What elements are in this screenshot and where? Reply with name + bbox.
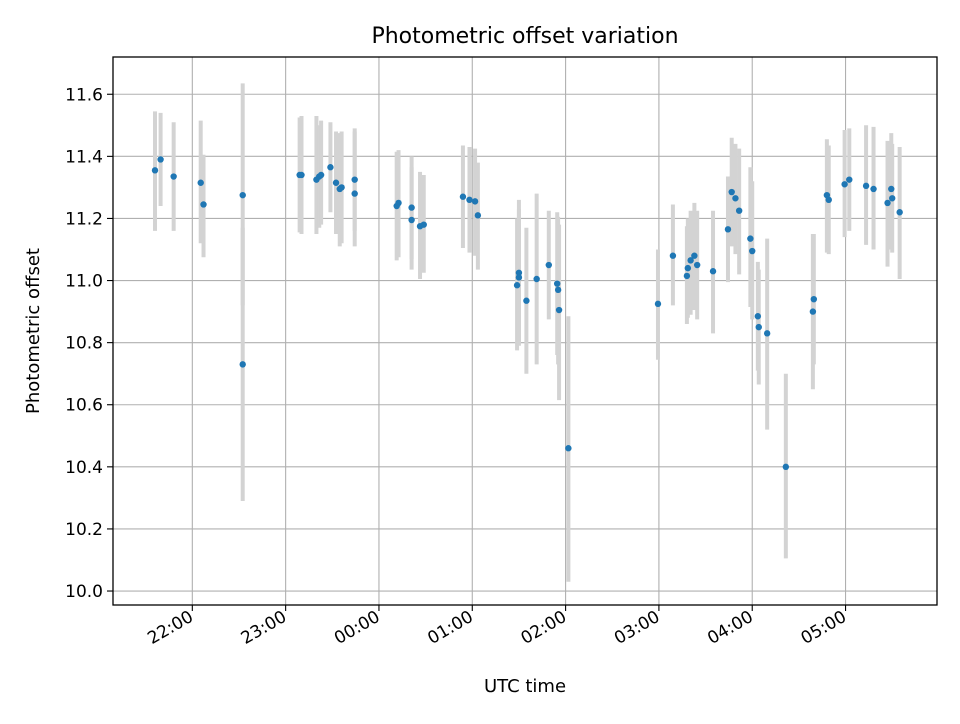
data-point-8 [298, 171, 305, 179]
data-point-65 [888, 185, 895, 193]
chart-title: Photometric offset variation [371, 24, 678, 49]
plot-frame [112, 56, 938, 606]
data-point-49 [735, 207, 743, 214]
data-point-23 [420, 221, 427, 228]
data-point-43 [691, 252, 698, 259]
y-tick-label-8: 11.6 [65, 85, 103, 105]
data-point-45 [709, 268, 717, 275]
data-point-47 [728, 188, 735, 196]
data-point-34 [553, 280, 561, 287]
data-point-44 [693, 261, 701, 269]
data-point-31 [523, 297, 530, 304]
data-points [151, 156, 903, 471]
data-point-20 [408, 204, 415, 211]
y-axis-label: Photometric offset [23, 248, 44, 414]
data-point-32 [533, 275, 540, 283]
data-point-16 [351, 190, 358, 197]
data-point-63 [870, 185, 877, 193]
y-tick-label-2: 10.4 [65, 458, 103, 478]
data-point-46 [724, 226, 732, 233]
data-point-48 [732, 195, 739, 202]
data-point-59 [825, 196, 832, 204]
data-point-6 [239, 361, 246, 368]
y-axis-ticks: 10.0 10.2 10.4 10.6 10.8 11.0 11.2 11.4 11.6 [65, 85, 113, 602]
y-tick-label-0: 10.0 [65, 582, 103, 602]
data-point-0 [151, 167, 159, 174]
y-tick-label-4: 10.8 [65, 334, 103, 354]
data-point-38 [654, 300, 662, 308]
data-point-57 [810, 295, 818, 303]
data-point-60 [841, 181, 848, 188]
data-point-53 [755, 323, 762, 331]
data-point-35 [554, 286, 562, 294]
data-point-21 [408, 216, 415, 224]
data-point-33 [545, 261, 552, 269]
data-point-29 [515, 269, 523, 276]
data-point-39 [669, 252, 677, 259]
data-point-42 [687, 257, 694, 264]
data-point-55 [782, 463, 790, 471]
data-point-3 [197, 179, 204, 186]
data-point-27 [474, 212, 482, 219]
data-point-51 [749, 247, 756, 255]
data-point-11 [317, 171, 325, 179]
data-point-36 [555, 306, 563, 314]
data-point-64 [884, 199, 891, 207]
data-point-5 [239, 191, 246, 199]
data-point-40 [683, 272, 691, 280]
data-point-24 [459, 193, 467, 200]
data-point-50 [747, 235, 754, 242]
data-point-67 [896, 209, 903, 216]
data-point-17 [351, 176, 358, 183]
data-point-41 [684, 264, 692, 272]
y-tick-label-7: 11.4 [65, 147, 103, 167]
y-tick-label-5: 11.0 [65, 272, 103, 292]
x-axis-label: UTC time [484, 676, 566, 697]
data-point-2 [170, 173, 177, 180]
data-point-52 [754, 313, 762, 320]
data-point-1 [157, 156, 164, 163]
data-point-28 [513, 282, 521, 289]
data-point-19 [395, 199, 402, 207]
data-point-25 [466, 196, 473, 204]
y-tick-label-6: 11.2 [65, 209, 103, 229]
data-point-37 [565, 445, 572, 452]
data-point-56 [809, 308, 817, 315]
data-point-12 [327, 164, 334, 171]
data-point-54 [763, 330, 771, 337]
data-point-62 [862, 182, 870, 190]
data-point-15 [338, 184, 345, 191]
data-point-13 [332, 179, 340, 186]
y-tick-label-3: 10.6 [65, 396, 103, 416]
data-point-30 [515, 274, 523, 281]
data-point-4 [200, 201, 207, 208]
data-point-61 [846, 176, 853, 183]
data-point-26 [471, 198, 479, 205]
y-tick-label-1: 10.2 [65, 520, 103, 540]
data-point-66 [889, 195, 896, 202]
